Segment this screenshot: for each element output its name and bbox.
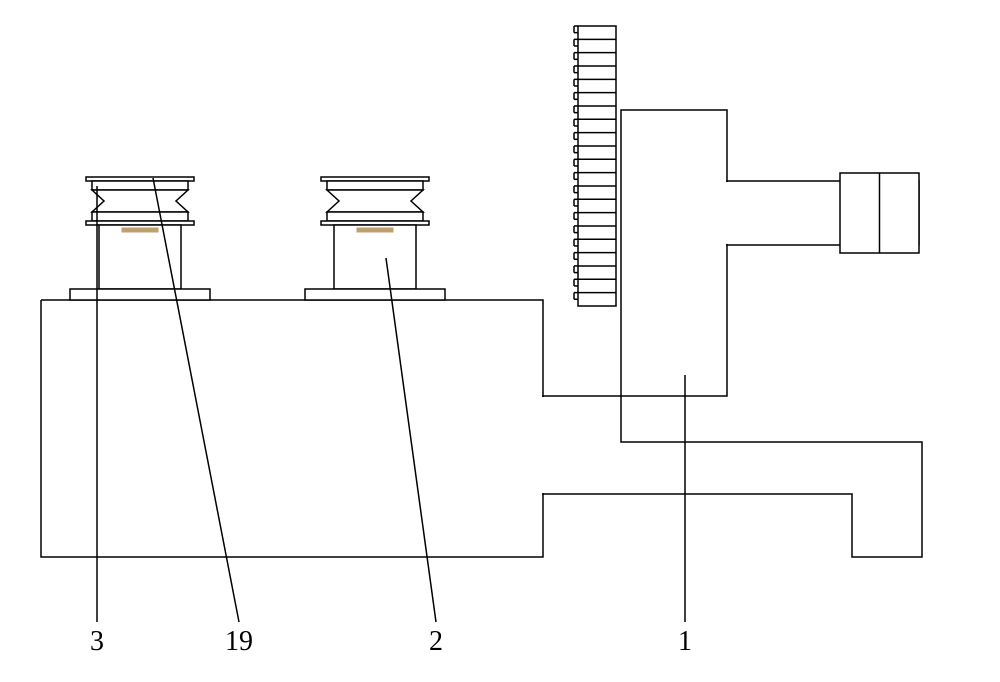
column xyxy=(621,110,727,396)
callout-label: 3 xyxy=(90,626,104,657)
callout-label: 19 xyxy=(225,626,253,657)
callout-label: 2 xyxy=(429,626,443,657)
callout-label: 1 xyxy=(678,626,692,657)
pedestal-foot xyxy=(305,289,445,300)
rack xyxy=(578,26,616,306)
pedestal-foot xyxy=(70,289,210,300)
pedestal xyxy=(334,225,416,289)
